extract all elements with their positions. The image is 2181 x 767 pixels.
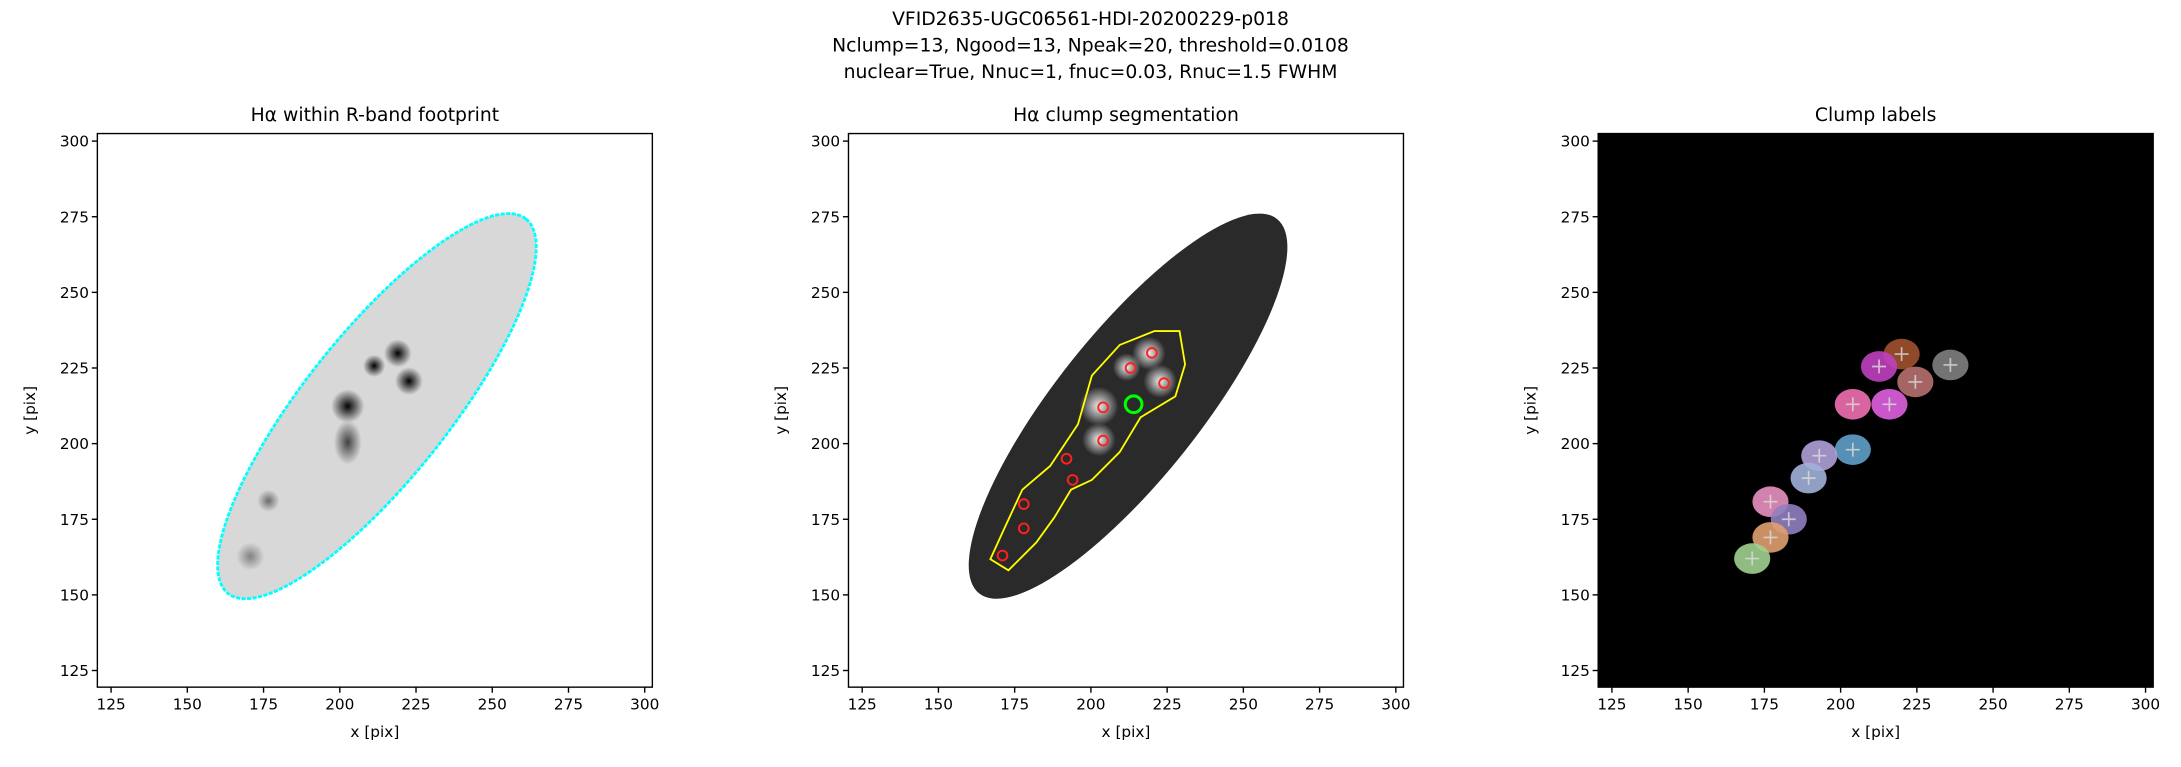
peak-marker bbox=[1146, 347, 1158, 359]
y-tick-label: 150 bbox=[811, 586, 840, 604]
clump-center bbox=[1801, 471, 1816, 486]
x-tick-label: 150 bbox=[924, 695, 953, 713]
peak-marker bbox=[996, 549, 1009, 562]
y-tick-label: 125 bbox=[1561, 662, 1590, 680]
x-tick-label: 275 bbox=[554, 695, 583, 713]
x-tick-label: 150 bbox=[1674, 695, 1703, 713]
x-tick-label: 300 bbox=[2131, 695, 2160, 713]
x-axis-label: x [pix] bbox=[1102, 723, 1151, 741]
y-tick-label: 200 bbox=[811, 435, 840, 453]
peak-marker bbox=[1124, 362, 1137, 374]
peak-marker bbox=[1066, 474, 1079, 486]
peak-marker bbox=[1060, 452, 1073, 465]
y-tick-label: 225 bbox=[811, 360, 840, 378]
y-tick-label: 250 bbox=[1561, 284, 1590, 302]
panel-title: Hα clump segmentation bbox=[1013, 105, 1239, 126]
clump-center bbox=[1763, 530, 1778, 545]
y-tick-label: 225 bbox=[1561, 360, 1590, 378]
y-tick-label: 250 bbox=[60, 284, 89, 302]
peak-marker bbox=[1097, 434, 1109, 447]
x-tick-label: 225 bbox=[401, 695, 430, 713]
axes-frame bbox=[1597, 132, 2154, 688]
y-axis-label: y [pix] bbox=[1522, 386, 1540, 435]
clump-center bbox=[1845, 442, 1860, 457]
x-tick-label: 200 bbox=[1826, 695, 1855, 713]
y-tick-label: 200 bbox=[60, 435, 89, 453]
clump-center bbox=[1882, 397, 1897, 412]
clump-center bbox=[1763, 494, 1778, 509]
y-tick-label: 300 bbox=[1561, 133, 1590, 151]
x-tick-label: 225 bbox=[1902, 695, 1931, 713]
y-tick-label: 200 bbox=[1561, 435, 1590, 453]
clump-center bbox=[1872, 359, 1886, 374]
x-axis-label: x [pix] bbox=[350, 723, 399, 741]
x-tick-label: 250 bbox=[478, 695, 507, 713]
image bbox=[968, 213, 1288, 599]
x-tick-label: 275 bbox=[1305, 695, 1334, 713]
clump-center bbox=[1845, 397, 1860, 412]
x-tick-label: 175 bbox=[249, 695, 278, 713]
clump-center bbox=[1894, 347, 1909, 362]
y-tick-label: 300 bbox=[60, 133, 89, 151]
x-tick-label: 250 bbox=[1978, 695, 2007, 713]
y-axis-label: y [pix] bbox=[772, 386, 790, 435]
y-tick-label: 300 bbox=[811, 133, 840, 151]
peak-marker bbox=[1017, 522, 1030, 535]
y-tick-label: 275 bbox=[811, 208, 840, 226]
peak-marker bbox=[1097, 401, 1109, 414]
x-tick-label: 300 bbox=[1381, 695, 1410, 713]
x-tick-label: 250 bbox=[1229, 695, 1258, 713]
x-tick-label: 150 bbox=[173, 695, 202, 713]
x-tick-label: 125 bbox=[848, 695, 877, 713]
nucleus-marker bbox=[1123, 394, 1144, 415]
y-tick-label: 175 bbox=[811, 511, 840, 529]
y-tick-label: 175 bbox=[1561, 511, 1590, 529]
suptitle: Nclump=13, Ngood=13, Npeak=20, threshold… bbox=[832, 35, 1349, 56]
y-tick-label: 225 bbox=[60, 360, 89, 378]
x-tick-label: 200 bbox=[1076, 695, 1105, 713]
clump-center bbox=[1781, 512, 1796, 527]
y-tick-label: 275 bbox=[60, 208, 89, 226]
axes-frame bbox=[847, 132, 1405, 688]
x-tick-label: 300 bbox=[630, 695, 659, 713]
x-axis-label: x [pix] bbox=[1851, 723, 1900, 741]
x-tick-label: 125 bbox=[96, 695, 125, 713]
y-tick-label: 150 bbox=[1561, 586, 1590, 604]
x-tick-label: 125 bbox=[1597, 695, 1626, 713]
clump-center bbox=[1745, 551, 1760, 566]
y-axis-label: y [pix] bbox=[21, 386, 39, 435]
panel-title: Hα within R-band footprint bbox=[251, 105, 500, 126]
x-tick-label: 200 bbox=[325, 695, 354, 713]
suptitle: nuclear=True, Nnuc=1, fnuc=0.03, Rnuc=1.… bbox=[844, 62, 1338, 83]
x-tick-label: 175 bbox=[1750, 695, 1779, 713]
clump-center bbox=[1812, 448, 1827, 463]
image bbox=[216, 212, 538, 601]
y-tick-label: 175 bbox=[60, 511, 89, 529]
clump-center bbox=[1943, 358, 1958, 372]
x-tick-label: 275 bbox=[2055, 695, 2084, 713]
y-tick-label: 125 bbox=[811, 662, 840, 680]
suptitle: VFID2635-UGC06561-HDI-20200229-p018 bbox=[892, 9, 1289, 30]
panel-title: Clump labels bbox=[1815, 105, 1937, 126]
y-tick-label: 150 bbox=[60, 586, 89, 604]
axes-frame bbox=[96, 132, 654, 688]
y-tick-label: 125 bbox=[60, 662, 89, 680]
y-tick-label: 275 bbox=[1561, 208, 1590, 226]
y-tick-label: 250 bbox=[811, 284, 840, 302]
x-tick-label: 175 bbox=[1000, 695, 1029, 713]
x-tick-label: 225 bbox=[1153, 695, 1182, 713]
peak-marker bbox=[1158, 377, 1170, 389]
clump-center bbox=[1908, 374, 1923, 389]
peak-marker bbox=[1017, 498, 1030, 510]
